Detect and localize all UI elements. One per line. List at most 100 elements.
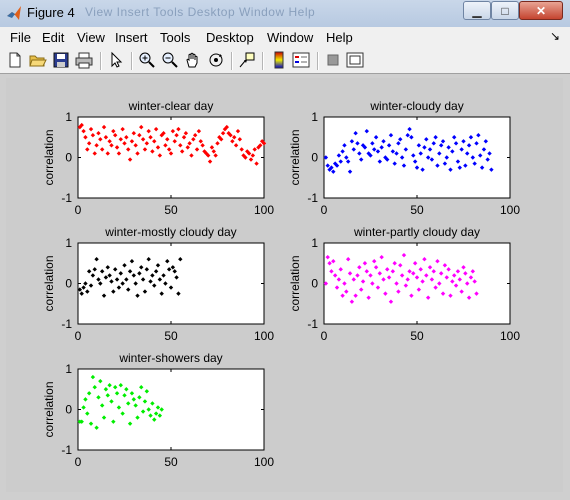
insert-colorbar-icon[interactable]: [270, 51, 288, 69]
menu-edit[interactable]: Edit: [42, 30, 65, 45]
toolbar-separator: [231, 52, 233, 70]
data-point: [237, 137, 243, 142]
x-tick-label: 50: [410, 329, 424, 343]
print-icon[interactable]: [75, 51, 93, 69]
data-point: [140, 277, 146, 282]
data-point: [165, 259, 170, 264]
data-point: [99, 147, 105, 152]
ghost-menu-text: View Insert Tools Desktop Window Help: [85, 5, 316, 19]
show-plot-tools-icon[interactable]: [346, 51, 364, 69]
data-point: [364, 128, 369, 134]
pan-hand-icon[interactable]: [184, 51, 202, 69]
menu-desktop[interactable]: Desktop: [206, 30, 254, 45]
data-point: [381, 139, 386, 144]
data-point: [450, 149, 455, 154]
data-point: [172, 269, 177, 274]
data-point: [133, 143, 138, 148]
data-point: [342, 143, 347, 148]
data-point: [166, 267, 172, 272]
data-point: [170, 128, 176, 134]
data-point: [453, 141, 459, 146]
data-point: [362, 261, 368, 266]
data-point: [142, 289, 148, 294]
hide-plot-tools-icon[interactable]: [324, 51, 342, 69]
data-point: [105, 151, 110, 156]
menu-tools[interactable]: Tools: [160, 30, 191, 45]
menu-help[interactable]: Help: [326, 30, 353, 45]
menu-window[interactable]: Window: [267, 30, 314, 45]
insert-legend-icon[interactable]: [292, 51, 310, 69]
data-point: [159, 291, 164, 296]
data-point: [133, 403, 138, 408]
data-point: [377, 271, 382, 276]
subplot-title: winter-showers day: [118, 351, 222, 365]
x-tick-label: 0: [321, 203, 328, 217]
data-point: [111, 419, 116, 424]
data-point: [478, 153, 483, 158]
data-point: [370, 281, 375, 286]
data-point: [124, 277, 129, 282]
minimize-button[interactable]: ▁: [463, 1, 491, 20]
rotate-3d-icon[interactable]: [207, 51, 225, 69]
data-point: [248, 157, 254, 162]
data-point: [127, 269, 133, 274]
data-point: [94, 425, 99, 430]
maximize-button[interactable]: □: [491, 1, 519, 20]
data-point: [334, 285, 340, 290]
data-point: [431, 269, 436, 274]
data-point: [107, 139, 112, 144]
data-point: [418, 267, 423, 272]
data-point: [109, 279, 114, 284]
data-point: [140, 409, 146, 414]
data-point: [425, 295, 431, 300]
data-point: [157, 153, 163, 158]
data-point: [105, 393, 110, 398]
dock-arrow-icon[interactable]: ↘: [549, 29, 560, 43]
data-point: [465, 151, 470, 156]
subplot-title: winter-mostly cloudy day: [104, 225, 236, 239]
zoom-in-icon[interactable]: [138, 51, 156, 69]
data-point: [396, 289, 401, 294]
data-point: [446, 267, 451, 272]
save-icon[interactable]: [52, 51, 70, 69]
data-point: [200, 143, 205, 148]
data-point: [86, 141, 92, 146]
data-point: [204, 151, 209, 156]
data-point: [455, 269, 461, 274]
data-point: [168, 151, 174, 156]
data-point: [412, 261, 418, 266]
data-point: [79, 291, 84, 296]
y-tick-label: 0: [311, 151, 318, 165]
data-point: [118, 137, 123, 142]
data-point: [133, 281, 138, 286]
data-point: [489, 167, 494, 172]
menu-file[interactable]: File: [10, 30, 31, 45]
data-point: [122, 141, 127, 146]
data-point: [338, 267, 343, 272]
data-point: [88, 126, 94, 132]
data-point: [476, 133, 481, 138]
menu-insert[interactable]: Insert: [115, 30, 148, 45]
data-point: [261, 141, 267, 146]
data-point: [79, 122, 84, 128]
zoom-out-icon[interactable]: [161, 51, 179, 69]
new-figure-icon[interactable]: [6, 51, 24, 69]
data-point: [379, 254, 384, 260]
data-point: [485, 157, 490, 162]
data-point: [459, 147, 464, 152]
data-point: [442, 263, 448, 268]
data-point: [148, 413, 153, 418]
data-point: [431, 141, 436, 146]
data-point: [390, 269, 396, 274]
data-point: [466, 143, 472, 148]
menu-view[interactable]: View: [77, 30, 105, 45]
open-file-icon[interactable]: [29, 51, 47, 69]
data-cursor-icon[interactable]: [238, 51, 256, 69]
data-point: [139, 385, 144, 390]
edit-plot-arrow-icon[interactable]: [107, 51, 125, 69]
close-button[interactable]: ✕: [519, 1, 563, 20]
data-point: [349, 139, 355, 144]
data-point: [174, 133, 179, 138]
data-point: [420, 279, 425, 284]
